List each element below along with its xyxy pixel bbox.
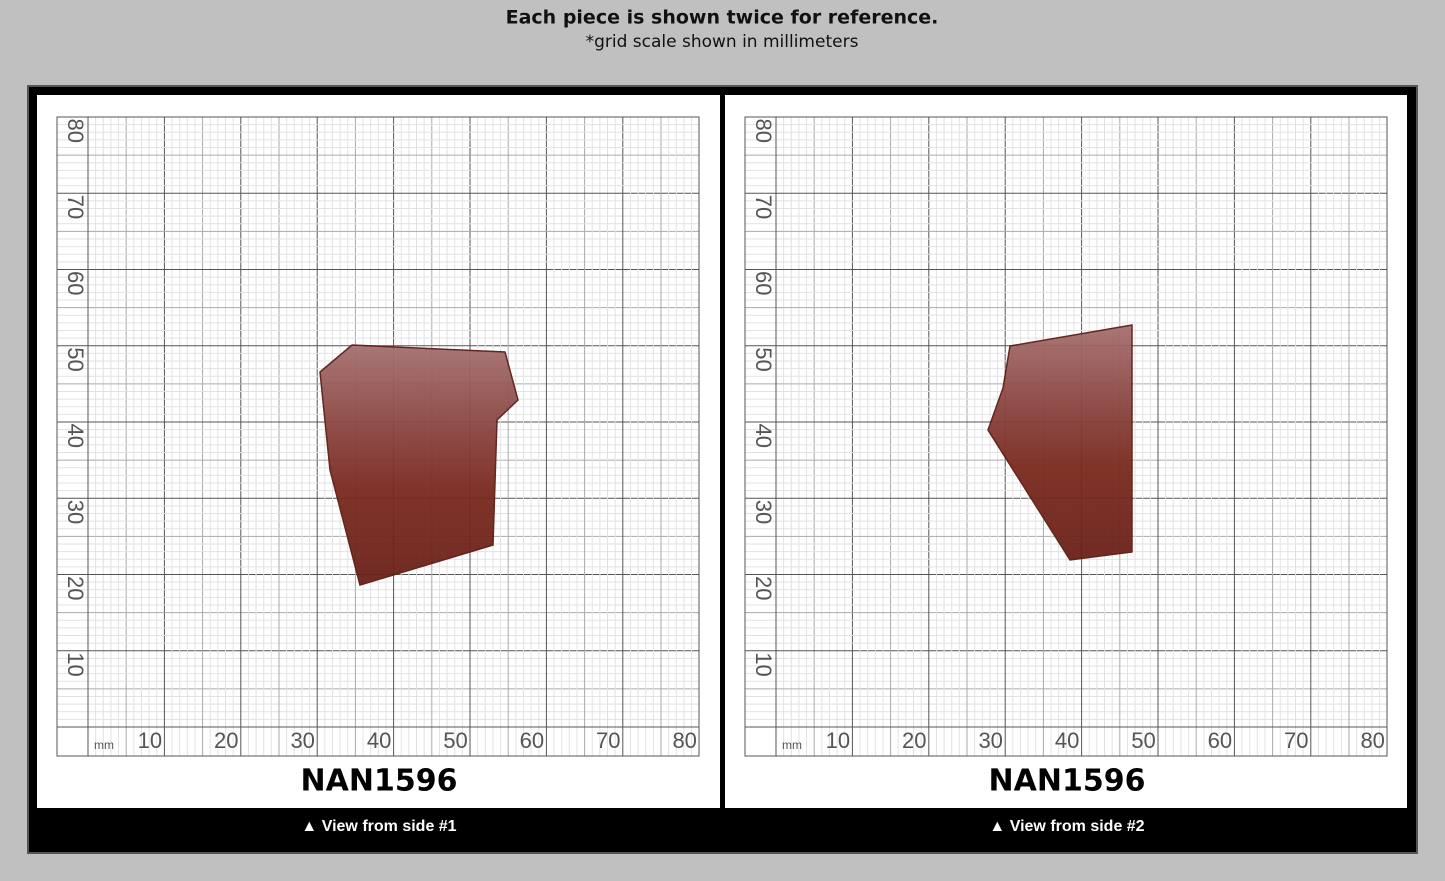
x-scale-label: 80 <box>672 728 696 753</box>
y-scale-label: 10 <box>63 652 88 676</box>
x-scale-label: 50 <box>1131 728 1155 753</box>
y-scale-label: 70 <box>63 195 88 219</box>
y-scale-label: 40 <box>751 423 776 447</box>
x-scale-label: 20 <box>214 728 238 753</box>
x-scale-label: 30 <box>290 728 314 753</box>
y-scale-label: 30 <box>63 500 88 524</box>
y-scale-label: 20 <box>63 576 88 600</box>
y-scale-label: 60 <box>751 271 776 295</box>
caption: ▲ View from side #2 <box>989 818 1144 835</box>
x-scale-label: 20 <box>902 728 926 753</box>
y-scale-label: 30 <box>751 500 776 524</box>
x-scale-label: 60 <box>520 728 544 753</box>
x-scale-label: 80 <box>1360 728 1384 753</box>
grid <box>56 116 700 757</box>
x-scale-label: 50 <box>443 728 467 753</box>
y-scale-label: 70 <box>751 195 776 219</box>
x-scale-label: 10 <box>138 728 162 753</box>
y-scale-label: 40 <box>63 423 88 447</box>
x-scale-label: 40 <box>1055 728 1079 753</box>
y-scale-label: 80 <box>63 118 88 142</box>
piece-label: NAN1596 <box>301 764 458 799</box>
gem-photo <box>319 344 519 586</box>
piece-label: NAN1596 <box>989 764 1146 799</box>
title: Each piece is shown twice for reference. <box>506 7 939 29</box>
gem-photo <box>987 324 1133 561</box>
grid-border <box>56 116 700 757</box>
x-scale-label: 70 <box>596 728 620 753</box>
y-scale-label: 10 <box>751 652 776 676</box>
grid-border <box>744 116 1388 757</box>
unit-label: mm <box>782 738 802 752</box>
x-scale-label: 70 <box>1284 728 1308 753</box>
y-scale-label: 80 <box>751 118 776 142</box>
unit-label: mm <box>94 738 114 752</box>
y-scale-label: 60 <box>63 271 88 295</box>
subtitle: *grid scale shown in millimeters <box>586 32 859 52</box>
y-scale-label: 50 <box>63 347 88 371</box>
y-scale-label: 50 <box>751 347 776 371</box>
y-scale-label: 20 <box>751 576 776 600</box>
x-scale-label: 30 <box>978 728 1002 753</box>
x-scale-label: 10 <box>826 728 850 753</box>
x-scale-label: 40 <box>367 728 391 753</box>
caption: ▲ View from side #1 <box>301 818 456 835</box>
x-scale-label: 60 <box>1208 728 1232 753</box>
